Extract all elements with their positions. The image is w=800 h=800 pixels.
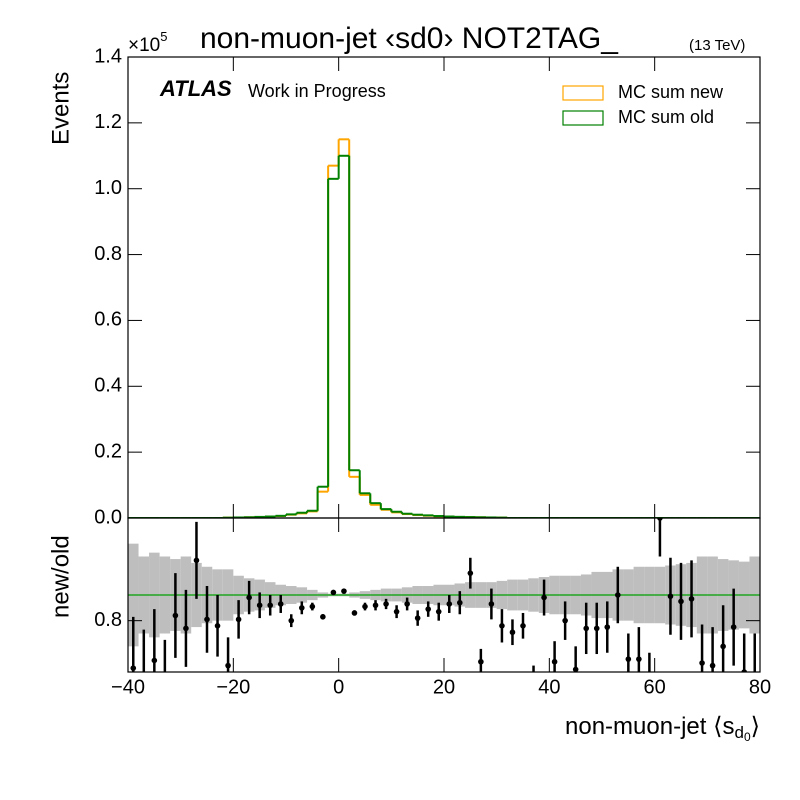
ratio-point	[488, 601, 495, 607]
ratio-point	[446, 601, 453, 607]
ratio-point	[193, 557, 200, 564]
ratio-point	[256, 602, 263, 609]
legend-swatch	[562, 85, 604, 101]
x-tick-label: 40	[538, 676, 560, 698]
ratio-point	[425, 606, 432, 612]
y-axis-label: Events	[47, 72, 74, 145]
x-tick-label: −20	[216, 676, 250, 698]
x-tick-label: 20	[433, 676, 455, 698]
ratio-point	[214, 623, 221, 629]
x-tick-label: 0	[333, 676, 344, 698]
ratio-point	[730, 624, 737, 630]
ratio-point	[625, 656, 632, 662]
ratio-point	[404, 601, 410, 607]
ratio-point	[688, 596, 695, 602]
ratio-point	[299, 605, 305, 611]
ratio-point	[478, 658, 484, 665]
legend-swatch	[562, 110, 604, 126]
offset-exponent: 5	[160, 29, 167, 44]
y-tick-label: 1.2	[94, 111, 122, 133]
y-tick-label: 0.8	[94, 243, 122, 265]
ratio-point	[562, 617, 568, 624]
ratio-point	[183, 625, 189, 632]
x-axis-label: non-muon-jet ⟨sd0⟩	[565, 713, 760, 744]
y-tick-label: 0.4	[94, 375, 122, 397]
ratio-point	[235, 616, 242, 623]
ratio-y-axis-label: new/old	[47, 535, 74, 618]
ratio-point	[435, 608, 442, 615]
offset-base: ×10	[128, 35, 160, 56]
ratio-point	[583, 625, 589, 632]
experiment-label: ATLAS	[159, 76, 232, 101]
x-label-close: ⟩	[751, 713, 760, 740]
x-tick-label: 60	[644, 676, 666, 698]
ratio-point	[151, 657, 158, 664]
ratio-point	[341, 588, 347, 594]
ratio-point	[520, 623, 526, 629]
offset-label: ×105	[128, 29, 167, 56]
y-tick-label: 1.0	[94, 177, 122, 199]
ratio-panel	[128, 518, 760, 688]
legend-label: MC sum new	[618, 82, 724, 102]
legend-label: MC sum old	[618, 107, 714, 127]
y-tick-label: 0.6	[94, 309, 122, 331]
ratio-point	[330, 589, 337, 596]
ratio-point	[414, 615, 421, 621]
ratio-point	[572, 666, 579, 672]
ratio-point	[288, 617, 295, 624]
ratio-point	[172, 612, 179, 619]
ratio-point	[162, 682, 168, 688]
ratio-point	[509, 629, 516, 636]
ratio-point	[593, 625, 600, 632]
ratio-point	[267, 602, 274, 609]
ratio-point	[246, 594, 252, 601]
ratio-point	[551, 658, 558, 665]
ratio-point	[657, 518, 663, 521]
ratio-point	[362, 603, 368, 610]
y-tick-label: 0.0	[94, 506, 122, 528]
x-label-text: non-muon-jet ⟨s	[565, 713, 734, 740]
ratio-point	[467, 570, 474, 576]
energy-label: (13 TeV)	[689, 37, 745, 54]
ratio-point	[204, 616, 210, 623]
ratio-point	[225, 662, 231, 669]
main-panel	[128, 138, 760, 518]
ratio-point	[720, 643, 726, 650]
ratio-point	[499, 623, 505, 629]
ratio-point	[741, 669, 747, 672]
ratio-point	[372, 602, 379, 609]
ratio-point	[699, 660, 705, 666]
ratio-point	[709, 662, 716, 669]
ratio-point	[351, 610, 358, 616]
x-tick-label: −40	[111, 676, 145, 698]
ratio-y-tick-label: 0.8	[94, 609, 122, 631]
y-tick-label: 1.4	[94, 45, 122, 67]
ratio-point	[383, 601, 389, 607]
ratio-point	[320, 614, 326, 620]
ratio-point	[678, 598, 684, 605]
y-tick-label: 0.2	[94, 440, 122, 462]
ratio-point	[531, 682, 537, 688]
ratio-point	[604, 624, 611, 630]
ratio-point	[130, 665, 137, 671]
ratio-point	[309, 603, 316, 610]
ratio-point	[277, 601, 284, 607]
ratio-point	[393, 608, 400, 615]
chart-title: non-muon-jet ‹sd0› NOT2TAG_	[200, 22, 619, 55]
x-tick-label: 80	[749, 676, 771, 698]
ratio-point	[541, 594, 547, 601]
x-label-subsub: 0	[744, 730, 751, 744]
status-label: Work in Progress	[248, 81, 386, 101]
ratio-point	[636, 656, 642, 662]
x-label-sub: d	[734, 723, 743, 742]
ratio-point	[667, 593, 674, 600]
ratio-point	[457, 599, 463, 606]
ratio-point	[615, 592, 621, 598]
